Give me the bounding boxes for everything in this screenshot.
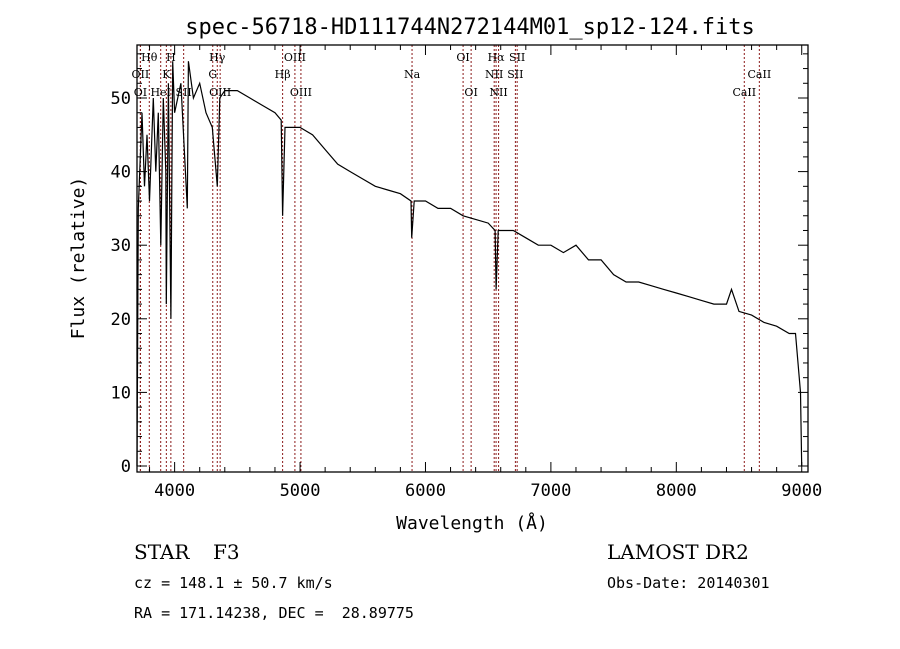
chart-title: spec-56718-HD111744N272144M01_sp12-124.f… (185, 15, 755, 40)
line-label: HeI (150, 86, 170, 99)
survey-name: LAMOST DR2 (607, 540, 749, 564)
x-tick-label: 8000 (656, 481, 697, 501)
line-label: OI (456, 51, 469, 64)
x-tick-label: 7000 (530, 481, 571, 501)
line-label: Hθ (141, 51, 158, 64)
x-tick-label: 9000 (781, 481, 822, 501)
y-axis-label: Flux (relative) (68, 177, 89, 340)
x-tick-label: 6000 (405, 481, 446, 501)
line-label: OIII (209, 86, 231, 99)
redshift-cz: cz = 148.1 ± 50.7 km/s (134, 574, 333, 592)
line-label: K (162, 68, 171, 81)
y-tick-label: 10 (111, 383, 131, 403)
line-label: Na (404, 68, 421, 81)
line-label: Hα (488, 51, 506, 64)
line-label: Hγ (209, 51, 226, 64)
y-tick-label: 30 (111, 236, 131, 256)
line-label: CaII (732, 86, 756, 99)
y-tick-label: 50 (111, 89, 131, 109)
line-label: OIII (284, 51, 306, 64)
y-tick-label: 40 (111, 163, 131, 183)
x-tick-label: 5000 (280, 481, 321, 501)
coordinates: RA = 171.14238, DEC = 28.89775 (134, 604, 414, 622)
y-tick-label: 0 (121, 457, 131, 477)
x-axis-label: Wavelength (Å) (396, 512, 548, 534)
line-label: CaII (748, 68, 772, 81)
obs-date: Obs-Date: 20140301 (607, 574, 770, 592)
object-class: STAR (134, 540, 190, 564)
line-label: H (166, 51, 176, 64)
line-label: SII (507, 68, 523, 81)
plot-frame (136, 44, 809, 473)
line-label: Hβ (275, 68, 291, 81)
line-label: SII (509, 51, 525, 64)
y-tick-label: 20 (111, 310, 131, 330)
object-subclass: F3 (213, 540, 240, 564)
line-label: OIII (290, 86, 312, 99)
x-tick-label: 4000 (154, 481, 195, 501)
spectrum-line (136, 61, 803, 467)
line-label: OI (464, 86, 477, 99)
line-label: NII (489, 86, 507, 99)
line-label: NII (485, 68, 503, 81)
line-label: G (208, 68, 217, 81)
line-label: OI (134, 86, 147, 99)
